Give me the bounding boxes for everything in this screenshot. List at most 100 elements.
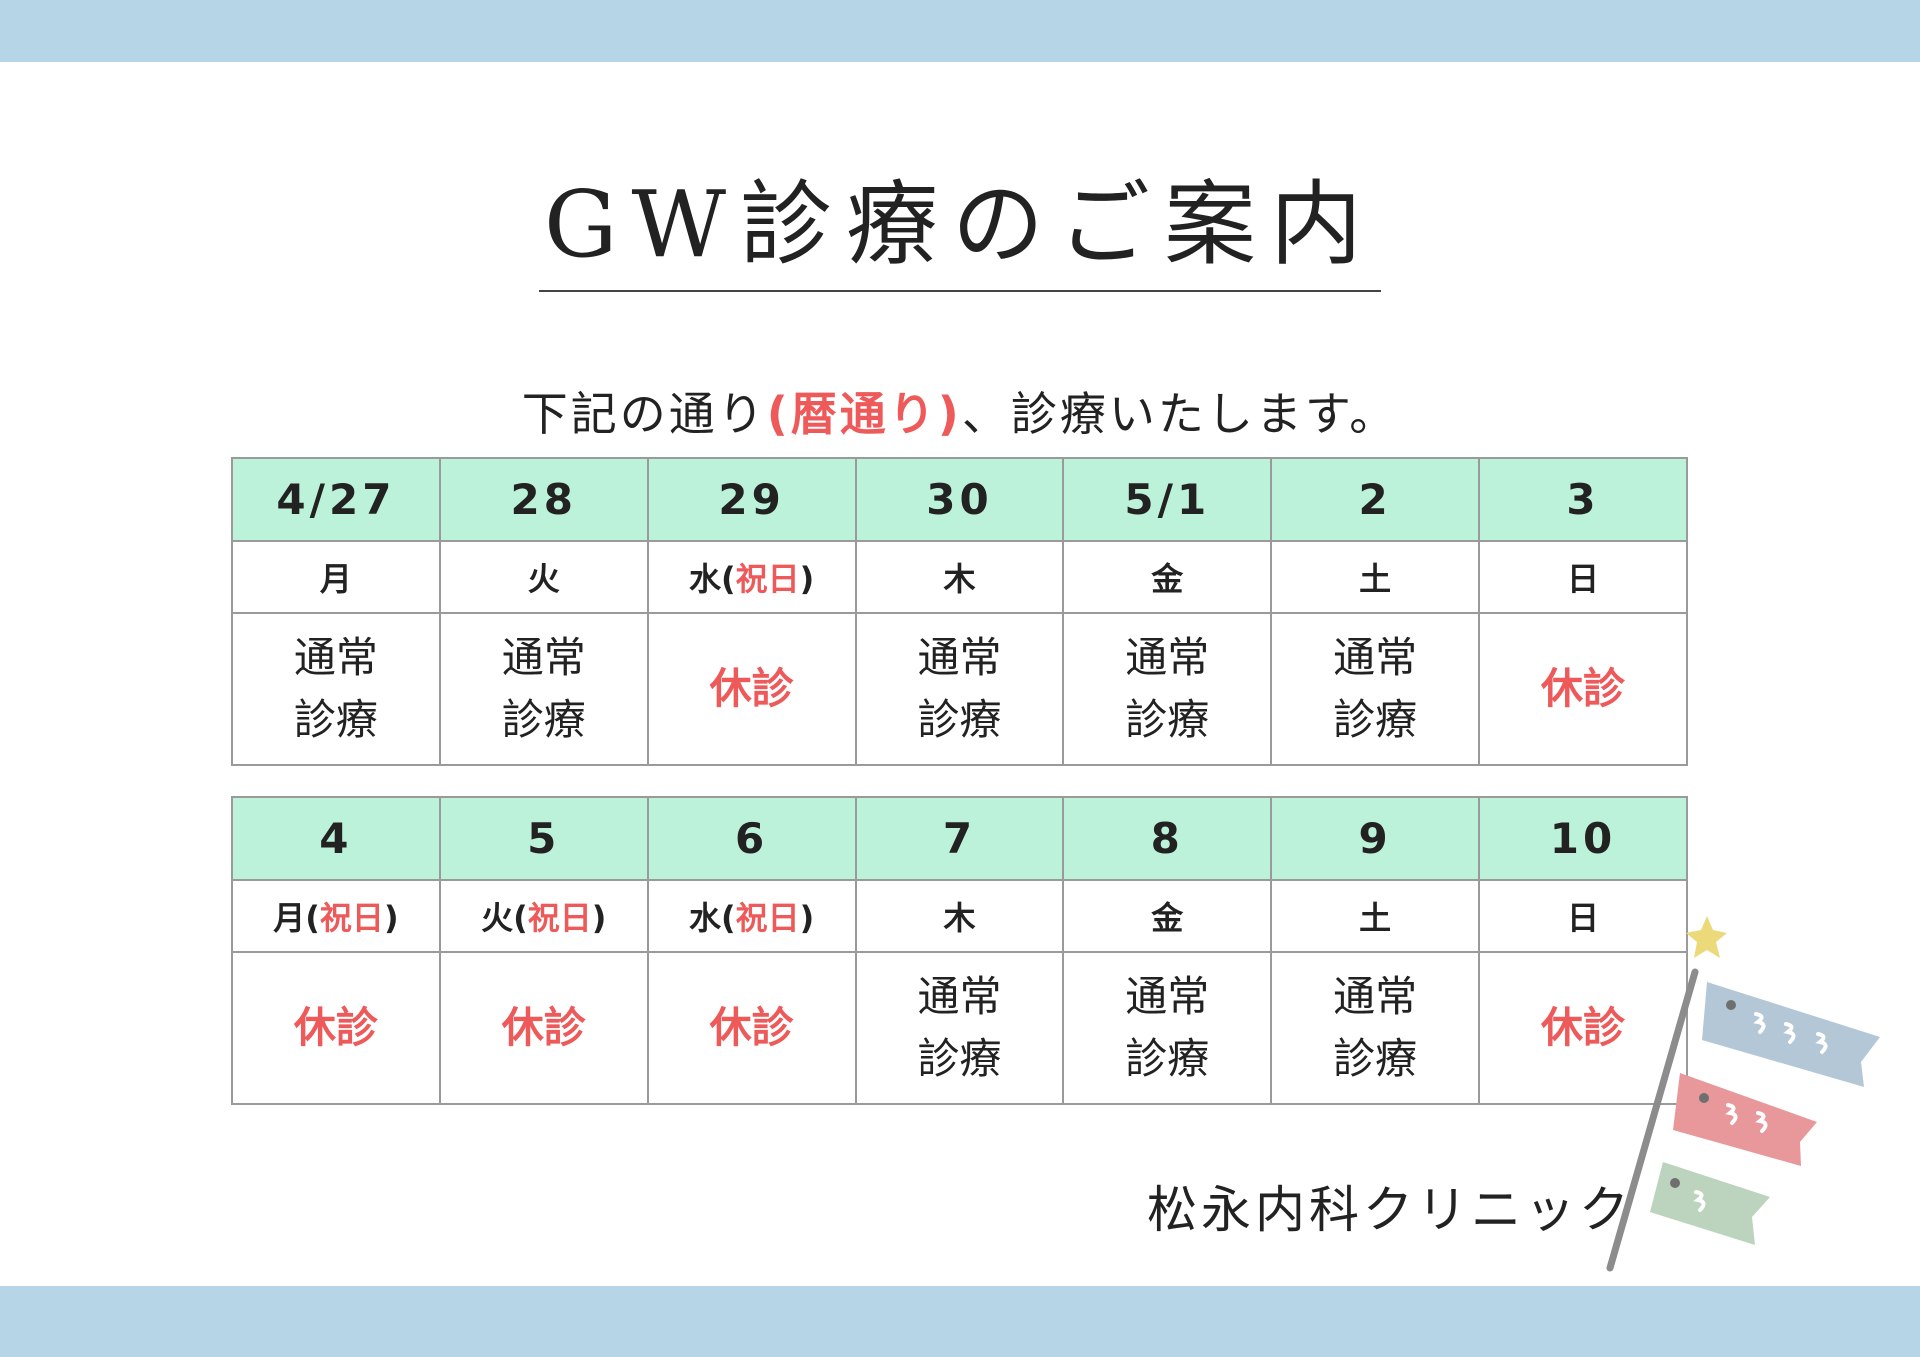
paren: ) [383, 899, 399, 937]
status-open: 通常 診療 [854, 951, 1065, 1105]
status-line: 休診 [501, 1003, 586, 1052]
status-line: 診療 [1125, 695, 1210, 744]
status-line: 通常 [1125, 972, 1210, 1021]
date-cell: 28 [438, 457, 649, 542]
weekday: 木 [943, 899, 976, 937]
red-carp [1673, 1073, 1817, 1166]
paren: ( [720, 560, 736, 598]
status-line: 休診 [709, 1003, 794, 1052]
clinic-name: 松永内科クリニック [1147, 1181, 1633, 1239]
weekday: 土 [1359, 560, 1392, 598]
status-open: 通常 診療 [854, 612, 1065, 766]
weekday-cell: 木 [854, 540, 1065, 614]
status-closed: 休診 [646, 612, 857, 766]
weekday: 木 [943, 560, 976, 598]
date-cell: 3 [1478, 457, 1688, 542]
bottom-band [0, 1286, 1920, 1357]
title-underline [539, 290, 1381, 292]
date-cell: 8 [1062, 796, 1273, 881]
holiday-label: 祝日 [735, 899, 800, 937]
status-open: 通常 診療 [1062, 612, 1273, 766]
calendar-week-1: 4/27 28 29 30 5/1 2 3 月火水(祝日) 木金土日通常 診療 通常 診療 休診 通常 診療… [231, 457, 1688, 766]
status-line: 休診 [1541, 1003, 1626, 1052]
top-band [0, 0, 1920, 62]
paren: ( [720, 899, 736, 937]
pole [1606, 968, 1699, 1272]
weekday: 金 [1151, 899, 1184, 937]
weekday-cell: 月(祝日) [231, 879, 441, 953]
status-line: 通常 [917, 633, 1002, 682]
status-line: 診療 [293, 695, 378, 744]
holiday-label: 祝日 [527, 899, 592, 937]
status-line: 通常 [1333, 972, 1418, 1021]
weekday: 火 [481, 899, 514, 937]
status-open: 通常 診療 [231, 612, 441, 766]
weekday-cell: 金 [1062, 879, 1273, 953]
status-line: 診療 [1333, 1034, 1418, 1083]
status-line: 診療 [501, 695, 586, 744]
paren: ) [591, 899, 607, 937]
star-icon [1686, 916, 1727, 958]
weekday-cell: 土 [1270, 879, 1481, 953]
holiday-label: 祝日 [735, 560, 800, 598]
subtitle: 下記の通り(暦通り)、診療いたします。 [0, 378, 1920, 444]
status-closed: 休診 [1478, 951, 1688, 1105]
status-line: 通常 [917, 972, 1002, 1021]
weekday-cell: 日 [1478, 879, 1688, 953]
status-line: 通常 [1333, 633, 1418, 682]
status-line: 休診 [1541, 664, 1626, 713]
weekday-cell: 日 [1478, 540, 1688, 614]
weekday-cell: 木 [854, 879, 1065, 953]
subtitle-highlight: (暦通り) [766, 387, 962, 441]
subtitle-text: 下記の通り [521, 387, 767, 441]
paren: ( [513, 899, 528, 937]
date-cell: 5/1 [1062, 457, 1273, 542]
holiday-label: 祝日 [319, 899, 384, 937]
status-open: 通常 診療 [1270, 612, 1481, 766]
status-line: 通常 [1125, 633, 1210, 682]
weekday-cell: 水(祝日) [646, 879, 857, 953]
koinobori-icon [1606, 916, 1880, 1272]
status-line: 診療 [917, 1034, 1002, 1083]
weekday: 水 [688, 560, 721, 598]
date-cell: 29 [646, 457, 857, 542]
weekday-cell: 土 [1270, 540, 1481, 614]
status-closed: 休診 [231, 951, 441, 1105]
weekday: 日 [1567, 899, 1600, 937]
weekday: 月 [273, 899, 306, 937]
weekday-cell: 月 [231, 540, 441, 614]
weekday-cell: 火 [438, 540, 649, 614]
status-line: 通常 [501, 633, 586, 682]
status-line: 通常 [293, 633, 378, 682]
status-line: 休診 [293, 1003, 378, 1052]
green-carp [1650, 1162, 1770, 1245]
calendar-week-2: 4 5 6 7 8 9 10 月(祝日) 火(祝日) 水(祝日) 木金土日休診 休診 休診 通常 診療 通常診… [231, 796, 1688, 1105]
paren: ) [799, 899, 815, 937]
date-cell: 5 [438, 796, 649, 881]
date-cell: 4/27 [231, 457, 441, 542]
weekday-cell: 火(祝日) [438, 879, 649, 953]
status-closed: 休診 [438, 951, 649, 1105]
weekday: 土 [1359, 899, 1392, 937]
status-open: 通常 診療 [1062, 951, 1273, 1105]
weekday: 金 [1151, 560, 1184, 598]
status-closed: 休診 [1478, 612, 1688, 766]
weekday-cell: 水(祝日) [646, 540, 857, 614]
weekday: 月 [319, 560, 352, 598]
status-line: 診療 [1125, 1034, 1210, 1083]
date-cell: 2 [1270, 457, 1481, 542]
weekday-cell: 金 [1062, 540, 1273, 614]
date-cell: 9 [1270, 796, 1481, 881]
weekday: 火 [527, 560, 560, 598]
status-line: 診療 [917, 695, 1002, 744]
weekday: 水 [688, 899, 721, 937]
status-line: 診療 [1333, 695, 1418, 744]
date-cell: 6 [646, 796, 857, 881]
status-open: 通常 診療 [438, 612, 649, 766]
date-cell: 4 [231, 796, 441, 881]
date-cell: 10 [1478, 796, 1688, 881]
page-title: GW診療のご案内 [543, 171, 1377, 278]
paren: ) [799, 560, 815, 598]
status-closed: 休診 [646, 951, 857, 1105]
subtitle-text-end: 、診療いたします。 [961, 387, 1399, 441]
